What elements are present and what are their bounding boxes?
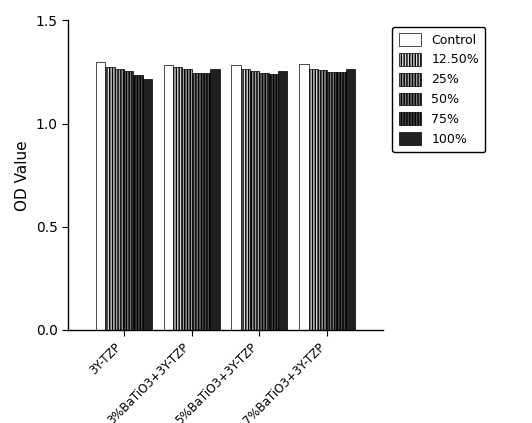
- Bar: [299, 64, 309, 330]
- Bar: [260, 73, 269, 330]
- Bar: [327, 72, 336, 330]
- Bar: [241, 69, 250, 330]
- Bar: [231, 65, 241, 330]
- Legend: Control, 12.50%, 25%, 50%, 75%, 100%: Control, 12.50%, 25%, 50%, 75%, 100%: [393, 27, 485, 152]
- Bar: [346, 69, 355, 330]
- Bar: [201, 73, 210, 330]
- Y-axis label: OD Value: OD Value: [15, 140, 30, 211]
- Bar: [278, 71, 287, 330]
- Bar: [318, 70, 327, 330]
- Bar: [210, 69, 220, 330]
- Bar: [173, 67, 182, 330]
- Bar: [133, 75, 143, 330]
- Bar: [250, 71, 260, 330]
- Bar: [96, 62, 105, 330]
- Bar: [124, 71, 133, 330]
- Bar: [309, 69, 318, 330]
- Bar: [182, 69, 192, 330]
- Bar: [114, 69, 124, 330]
- Bar: [336, 72, 346, 330]
- Bar: [192, 73, 201, 330]
- Bar: [269, 74, 278, 330]
- Bar: [105, 67, 114, 330]
- Bar: [164, 65, 173, 330]
- Bar: [143, 79, 152, 330]
